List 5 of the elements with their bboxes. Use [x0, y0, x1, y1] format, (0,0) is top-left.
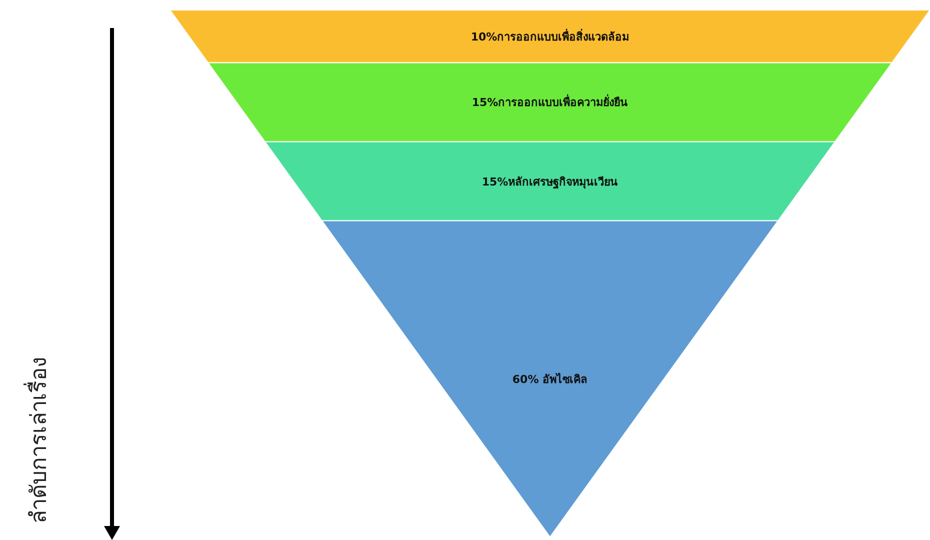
category-label: การออกแบบเพื่อสิ่งแวดล้อม [497, 28, 630, 44]
category-label: หลักเศรษฐกิจหมุนเวียน [508, 175, 618, 190]
category-label: การออกแบบเพื่อความยั่งยืน [498, 94, 628, 110]
category-label: อัพไซเคิล [538, 372, 588, 386]
text: ลำดับการเล่าเรื่อง [23, 356, 52, 524]
